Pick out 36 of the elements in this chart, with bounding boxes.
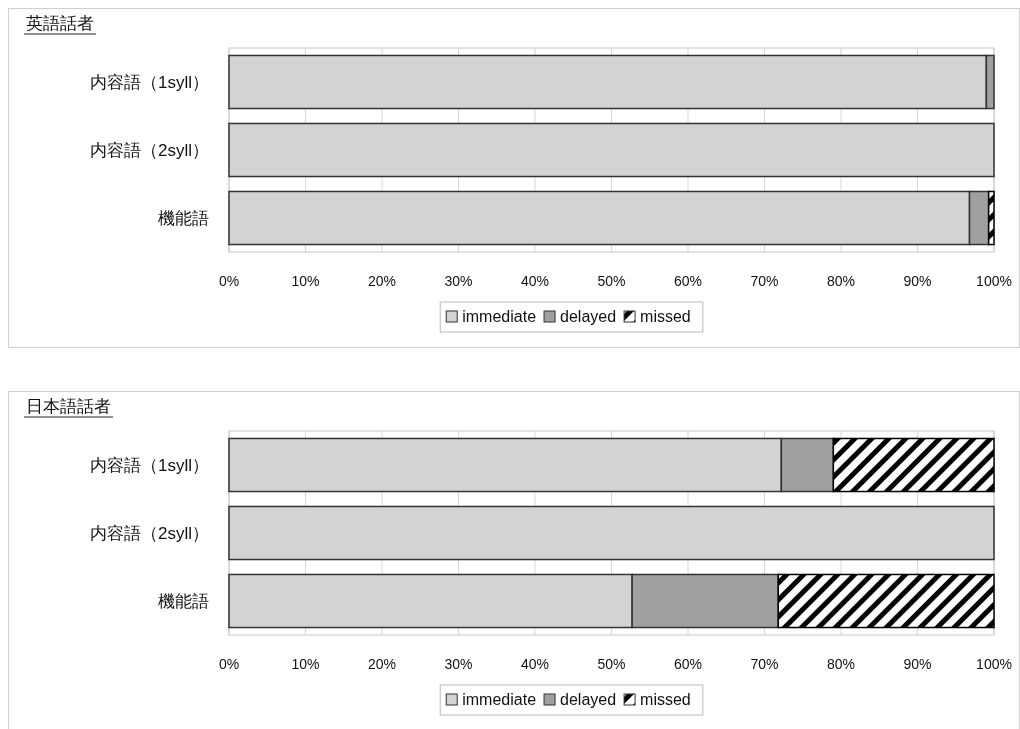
legend-label: missed [640, 308, 691, 325]
x-tick-label: 50% [597, 656, 626, 672]
legend-label: immediate [462, 308, 537, 325]
x-tick-label: 30% [444, 273, 473, 289]
x-tick-label: 60% [673, 273, 703, 289]
legend-label: missed [640, 691, 691, 708]
y-tick-label: 機能語 [158, 209, 209, 228]
x-tick-label: 90% [903, 656, 932, 672]
x-tick-label: 80% [826, 656, 856, 672]
x-tick-label: 40% [520, 656, 550, 672]
x-tick-label: 60% [673, 656, 703, 672]
legend-label: immediate [462, 691, 537, 708]
x-tick-label: 40% [520, 273, 550, 289]
y-tick-label: 内容語（1syll） [89, 73, 209, 92]
legend-label: delayed [560, 691, 617, 708]
x-tick-label: 80% [826, 273, 856, 289]
x-tick-label: 20% [367, 656, 397, 672]
x-tick-label: 90% [903, 273, 932, 289]
text: 日本語話者 [26, 397, 111, 416]
legend-label: delayed [560, 308, 617, 325]
x-tick-label: 10% [291, 273, 320, 289]
x-tick-label: 100% [976, 656, 1012, 672]
x-tick-label: 0% [218, 273, 240, 289]
x-tick-label: 30% [444, 656, 473, 672]
y-tick-label: 内容語（2syll） [89, 141, 209, 160]
x-tick-label: 50% [597, 273, 626, 289]
y-tick-label: 機能語 [158, 592, 209, 611]
x-tick-label: 70% [750, 656, 779, 672]
text: 英語話者 [26, 14, 94, 33]
y-tick-label: 内容語（1syll） [89, 456, 209, 475]
x-tick-label: 100% [976, 273, 1012, 289]
y-tick-label: 内容語（2syll） [89, 524, 209, 543]
x-tick-label: 0% [218, 656, 240, 672]
x-tick-label: 10% [291, 656, 320, 672]
x-tick-label: 70% [750, 273, 779, 289]
x-tick-label: 20% [367, 273, 397, 289]
